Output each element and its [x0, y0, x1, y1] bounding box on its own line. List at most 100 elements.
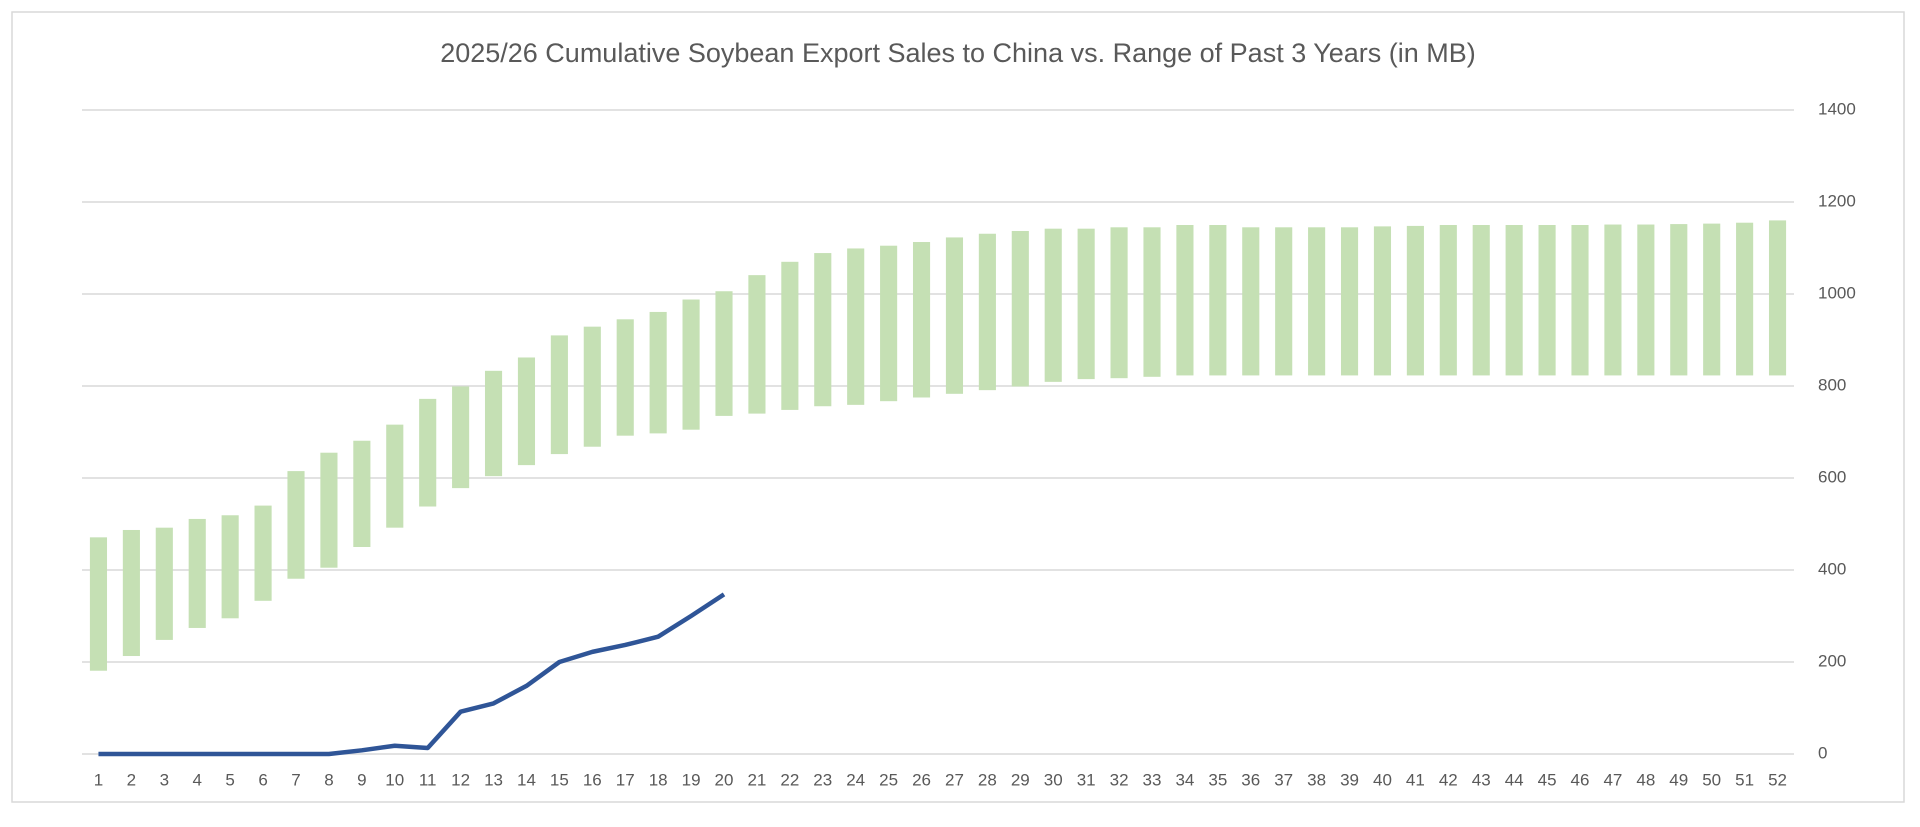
range-bar: [353, 440, 371, 547]
chart-title: 2025/26 Cumulative Soybean Export Sales …: [440, 38, 1476, 68]
range-bar: [748, 275, 766, 414]
x-tick-label: 46: [1571, 770, 1590, 789]
range-bar: [122, 529, 140, 657]
range-bar: [880, 245, 898, 402]
range-bar: [287, 471, 305, 579]
x-tick-label: 29: [1011, 770, 1030, 789]
x-tick-label: 36: [1241, 770, 1260, 789]
x-tick-label: 42: [1439, 770, 1458, 789]
range-bar: [484, 370, 503, 477]
range-bar: [1373, 226, 1392, 376]
range-bar: [1538, 225, 1556, 376]
x-tick-label: 33: [1143, 770, 1162, 789]
x-tick-label: 14: [517, 770, 536, 789]
x-tick-label: 18: [649, 770, 668, 789]
x-tick-label: 22: [780, 770, 799, 789]
x-tick-label: 28: [978, 770, 997, 789]
range-bar: [912, 242, 931, 398]
range-bar: [188, 518, 206, 628]
range-bar: [1637, 224, 1655, 376]
x-tick-label: 27: [945, 770, 964, 789]
range-bar: [221, 515, 239, 619]
x-tick-label: 16: [583, 770, 602, 789]
x-tick-label: 45: [1538, 770, 1557, 789]
x-tick-label: 13: [484, 770, 503, 789]
range-bar: [550, 335, 568, 455]
y-tick-label: 1000: [1818, 283, 1856, 302]
range-bar: [1340, 227, 1359, 376]
x-tick-label: 30: [1044, 770, 1063, 789]
range-bar: [616, 319, 634, 436]
range-bar: [1505, 225, 1523, 376]
y-tick-label: 400: [1818, 559, 1846, 578]
range-bar: [781, 261, 799, 410]
x-tick-label: 39: [1340, 770, 1359, 789]
x-tick-label: 34: [1175, 770, 1194, 789]
x-tick-label: 9: [357, 770, 366, 789]
x-tick-label: 40: [1373, 770, 1392, 789]
range-bar: [1308, 227, 1326, 376]
x-tick-label: 20: [715, 770, 734, 789]
chart-border: [11, 11, 1905, 803]
x-tick-label: 6: [258, 770, 267, 789]
range-bar: [320, 452, 338, 568]
range-bar: [89, 537, 108, 671]
x-tick-label: 21: [747, 770, 766, 789]
range-bar: [1176, 225, 1194, 376]
x-tick-label: 2: [127, 770, 136, 789]
x-tick-label: 23: [813, 770, 832, 789]
x-tick-label: 10: [385, 770, 404, 789]
range-bar: [715, 291, 733, 416]
range-bar: [583, 326, 601, 447]
x-tick-label: 49: [1669, 770, 1688, 789]
range-bar: [1242, 227, 1260, 376]
x-tick-label: 4: [192, 770, 201, 789]
x-tick-label: 51: [1735, 770, 1754, 789]
x-tick-label: 44: [1505, 770, 1524, 789]
x-tick-label: 48: [1636, 770, 1655, 789]
range-bar: [1275, 227, 1293, 376]
x-tick-label: 11: [419, 770, 437, 789]
range-bar: [1703, 223, 1721, 376]
x-tick-label: 25: [879, 770, 898, 789]
x-tick-label: 5: [225, 770, 234, 789]
x-tick-label: 26: [912, 770, 931, 789]
x-tick-label: 41: [1406, 770, 1425, 789]
range-bar: [1768, 220, 1787, 376]
range-bar: [1209, 225, 1227, 376]
range-bar: [682, 299, 700, 430]
range-bar: [1736, 222, 1754, 376]
y-tick-label: 600: [1818, 467, 1846, 486]
range-bar: [814, 253, 832, 407]
y-tick-label: 200: [1818, 651, 1846, 670]
x-tick-label: 1: [94, 770, 103, 789]
range-bar: [978, 233, 996, 391]
range-bar: [1439, 225, 1457, 376]
x-tick-label: 37: [1274, 770, 1293, 789]
x-tick-label: 47: [1603, 770, 1622, 789]
range-bar: [1143, 227, 1161, 377]
x-tick-label: 50: [1702, 770, 1721, 789]
range-bar: [419, 398, 437, 507]
x-tick-label: 32: [1110, 770, 1129, 789]
range-bar: [847, 248, 865, 405]
range-bar: [517, 357, 536, 466]
range-bar: [1670, 224, 1688, 376]
y-tick-label: 800: [1818, 375, 1846, 394]
range-bar: [945, 237, 964, 394]
range-bar: [254, 505, 272, 601]
y-tick-label: 0: [1818, 743, 1827, 762]
x-tick-label: 31: [1077, 770, 1096, 789]
range-bar: [649, 311, 667, 434]
range-bar: [1406, 225, 1424, 376]
x-tick-label: 52: [1768, 770, 1787, 789]
range-bar: [452, 386, 470, 489]
line-series: [98, 592, 726, 757]
range-bar: [1604, 224, 1622, 376]
range-bar: [1077, 228, 1095, 380]
range-bar: [1044, 228, 1062, 382]
range-bar: [155, 527, 173, 640]
x-tick-label: 38: [1307, 770, 1326, 789]
